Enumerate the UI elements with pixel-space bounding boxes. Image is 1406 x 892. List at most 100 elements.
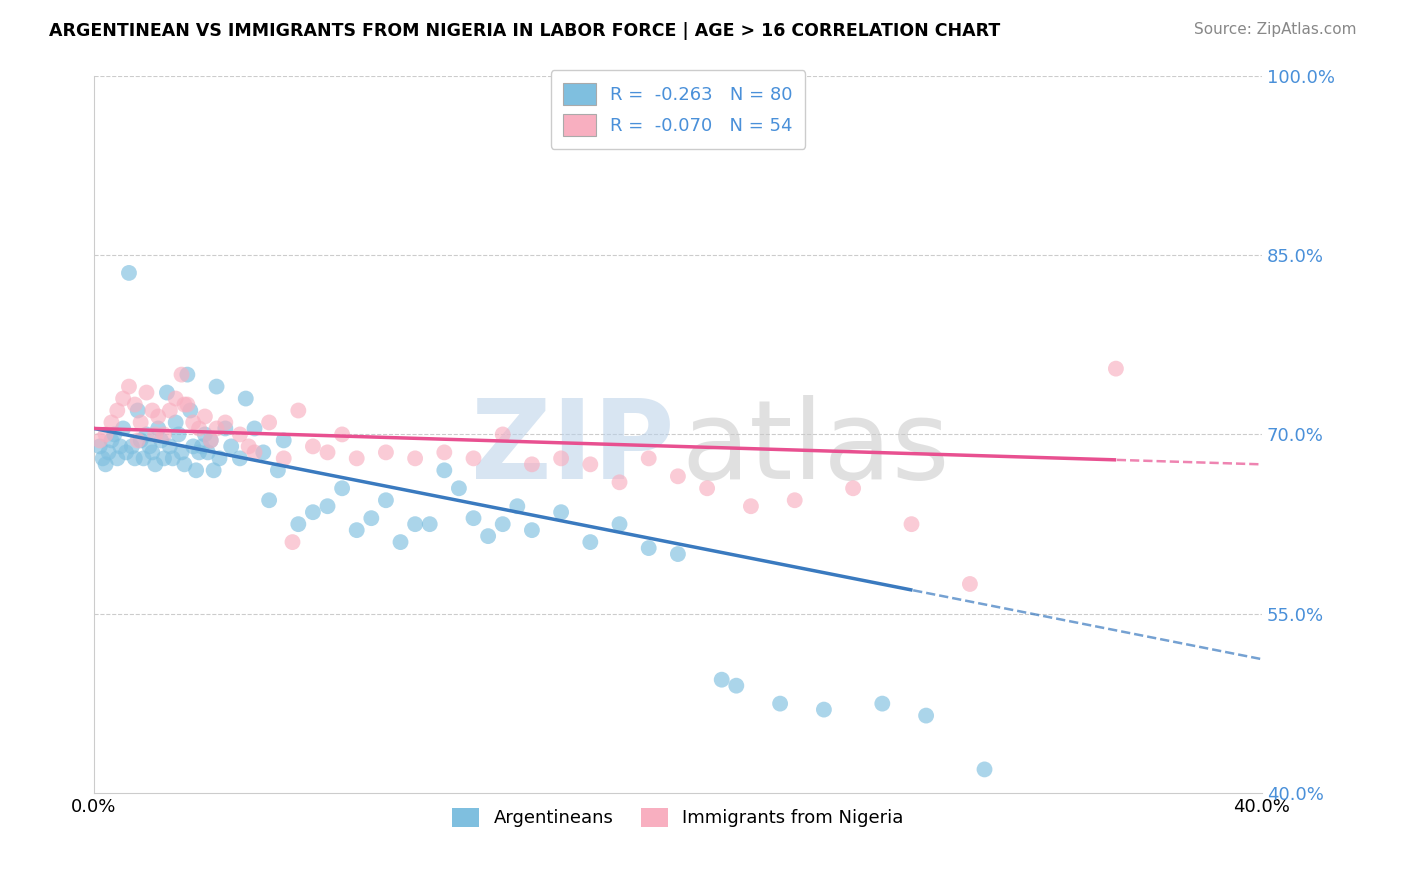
Point: [281, 535, 304, 549]
Point: [205, 379, 228, 393]
Point: [872, 697, 894, 711]
Point: [404, 517, 426, 532]
Text: atlas: atlas: [682, 395, 950, 502]
Point: [273, 451, 295, 466]
Point: [105, 403, 128, 417]
Point: [330, 427, 353, 442]
Point: [191, 439, 214, 453]
Text: ARGENTINEAN VS IMMIGRANTS FROM NIGERIA IN LABOR FORCE | AGE > 16 CORRELATION CHA: ARGENTINEAN VS IMMIGRANTS FROM NIGERIA I…: [49, 22, 1001, 40]
Point: [302, 505, 325, 519]
Point: [915, 708, 938, 723]
Point: [188, 445, 211, 459]
Point: [769, 697, 792, 711]
Point: [141, 403, 163, 417]
Point: [184, 463, 207, 477]
Point: [506, 500, 529, 514]
Point: [316, 500, 339, 514]
Point: [173, 458, 195, 472]
Point: [433, 445, 456, 459]
Point: [208, 451, 231, 466]
Point: [813, 703, 835, 717]
Point: [127, 403, 149, 417]
Point: [842, 481, 865, 495]
Point: [389, 535, 412, 549]
Point: [579, 535, 602, 549]
Point: [129, 416, 152, 430]
Point: [316, 445, 339, 459]
Point: [725, 679, 748, 693]
Point: [447, 481, 470, 495]
Point: [118, 266, 141, 280]
Point: [94, 427, 117, 442]
Point: [200, 434, 222, 448]
Point: [188, 421, 211, 435]
Point: [257, 493, 280, 508]
Point: [637, 451, 659, 466]
Point: [100, 416, 122, 430]
Point: [477, 529, 499, 543]
Point: [135, 385, 157, 400]
Point: [165, 416, 187, 430]
Point: [229, 427, 252, 442]
Point: [100, 434, 122, 448]
Point: [159, 403, 181, 417]
Point: [302, 439, 325, 453]
Point: [404, 451, 426, 466]
Point: [205, 421, 228, 435]
Point: [419, 517, 441, 532]
Point: [97, 445, 120, 459]
Point: [146, 421, 169, 435]
Point: [609, 475, 631, 490]
Point: [579, 458, 602, 472]
Point: [170, 368, 193, 382]
Point: [143, 458, 166, 472]
Point: [105, 451, 128, 466]
Point: [176, 398, 198, 412]
Point: [229, 451, 252, 466]
Point: [179, 403, 201, 417]
Point: [374, 493, 396, 508]
Point: [433, 463, 456, 477]
Point: [666, 469, 689, 483]
Point: [118, 379, 141, 393]
Point: [235, 392, 257, 406]
Point: [153, 427, 176, 442]
Point: [330, 481, 353, 495]
Point: [173, 398, 195, 412]
Point: [267, 463, 290, 477]
Point: [609, 517, 631, 532]
Point: [287, 403, 309, 417]
Point: [153, 451, 176, 466]
Point: [214, 421, 236, 435]
Text: ZIP: ZIP: [471, 395, 675, 502]
Point: [91, 451, 114, 466]
Point: [346, 451, 368, 466]
Point: [463, 451, 485, 466]
Point: [194, 427, 217, 442]
Point: [492, 427, 515, 442]
Point: [121, 439, 143, 453]
Point: [124, 398, 146, 412]
Point: [740, 500, 762, 514]
Point: [252, 445, 274, 459]
Point: [138, 439, 160, 453]
Point: [135, 427, 157, 442]
Point: [900, 517, 922, 532]
Point: [346, 523, 368, 537]
Point: [150, 434, 173, 448]
Point: [463, 511, 485, 525]
Point: [492, 517, 515, 532]
Point: [550, 451, 572, 466]
Point: [197, 445, 219, 459]
Point: [129, 434, 152, 448]
Point: [167, 427, 190, 442]
Legend: Argentineans, Immigrants from Nigeria: Argentineans, Immigrants from Nigeria: [444, 801, 911, 835]
Point: [162, 451, 184, 466]
Point: [176, 368, 198, 382]
Point: [89, 439, 111, 453]
Point: [1105, 361, 1128, 376]
Point: [374, 445, 396, 459]
Point: [637, 541, 659, 555]
Point: [550, 505, 572, 519]
Point: [165, 392, 187, 406]
